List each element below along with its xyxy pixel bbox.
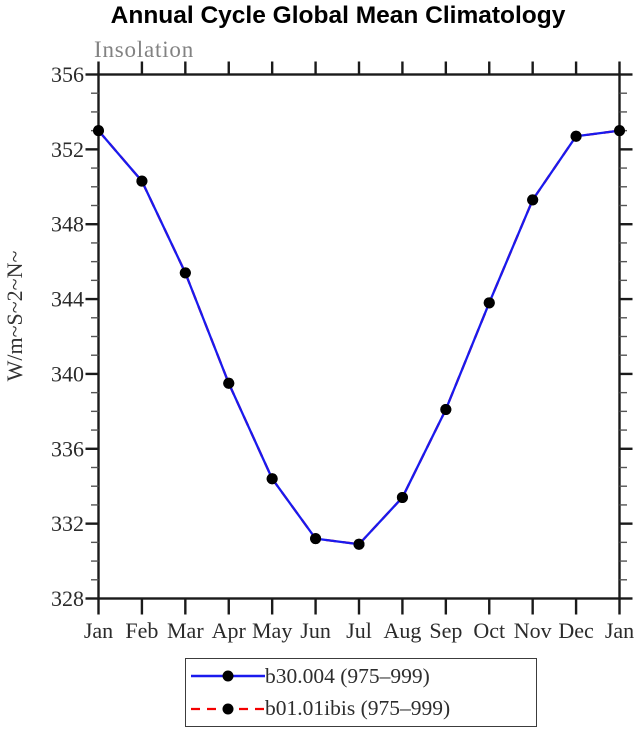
data-point-marker: [136, 175, 148, 187]
y-axis-title: W/m~S~2~N~: [2, 251, 27, 382]
x-tick-label: Jul: [346, 618, 372, 643]
data-point-marker: [266, 473, 278, 485]
legend-label: b01.01ibis (975–999): [265, 696, 451, 721]
x-tick-label: May: [252, 618, 292, 643]
y-tick-label: 348: [51, 212, 84, 237]
legend-box: b30.004 (975–999) b01.01ibis (975–999): [185, 658, 537, 727]
y-tick-label: 336: [51, 436, 84, 461]
x-tick-label: Jan: [84, 618, 113, 643]
y-tick-label: 340: [51, 361, 84, 386]
plotted-series: [93, 125, 625, 550]
y-tick-label: 344: [51, 287, 84, 312]
legend-item: b01.01ibis (975–999): [189, 694, 536, 724]
y-tick-label: 356: [51, 62, 84, 87]
data-point-marker: [353, 538, 365, 550]
data-point-marker: [440, 403, 452, 415]
y-tick-label: 328: [51, 586, 84, 611]
chart-title: Annual Cycle Global Mean Climatology: [110, 2, 566, 29]
data-point-marker: [223, 377, 235, 389]
x-tick-label: Jan: [605, 618, 634, 643]
x-tick-label: Sep: [429, 618, 462, 643]
chart-subtitle: Insolation: [94, 37, 194, 62]
plot-frame: [97, 73, 621, 600]
legend-item: b30.004 (975–999): [189, 661, 536, 691]
x-tick-label: Mar: [167, 618, 204, 643]
chart-canvas: Insolation W/m~S~2~N~ 328 332 336 340 344 348…: [2, 37, 634, 643]
x-tick-label: Feb: [125, 618, 158, 643]
x-tick-label: Oct: [473, 618, 505, 643]
y-tick-label: 332: [51, 511, 84, 536]
data-point-marker: [570, 130, 582, 142]
y-tick-label: 352: [51, 137, 84, 162]
y-axis-ticks: 328 332 336 340 344 348 352 356: [51, 62, 633, 611]
x-axis-ticks: Jan Feb Mar Apr May Jun Jul Aug Sep Oct Nov Dec Jan: [84, 61, 634, 643]
x-tick-label: Aug: [383, 618, 421, 643]
data-point-marker: [93, 125, 104, 137]
data-point-marker: [396, 491, 408, 503]
legend-label: b30.004 (975–999): [265, 663, 430, 688]
series-1-line: [93, 125, 625, 550]
x-tick-label: Dec: [558, 618, 594, 643]
data-point-marker: [527, 194, 539, 206]
data-point-marker: [614, 125, 625, 137]
legend-line-sample-series-1: [191, 703, 265, 715]
series-0-line: [93, 125, 625, 550]
x-tick-label: Jun: [300, 618, 331, 643]
legend-marker-icon: [222, 703, 234, 715]
data-point-marker: [483, 297, 495, 309]
data-point-marker: [179, 267, 191, 279]
x-tick-label: Apr: [212, 618, 247, 643]
data-point-marker: [310, 533, 322, 545]
legend-marker-icon: [222, 670, 234, 682]
legend-line-sample-series-0: [191, 670, 265, 682]
x-tick-label: Nov: [514, 618, 552, 643]
